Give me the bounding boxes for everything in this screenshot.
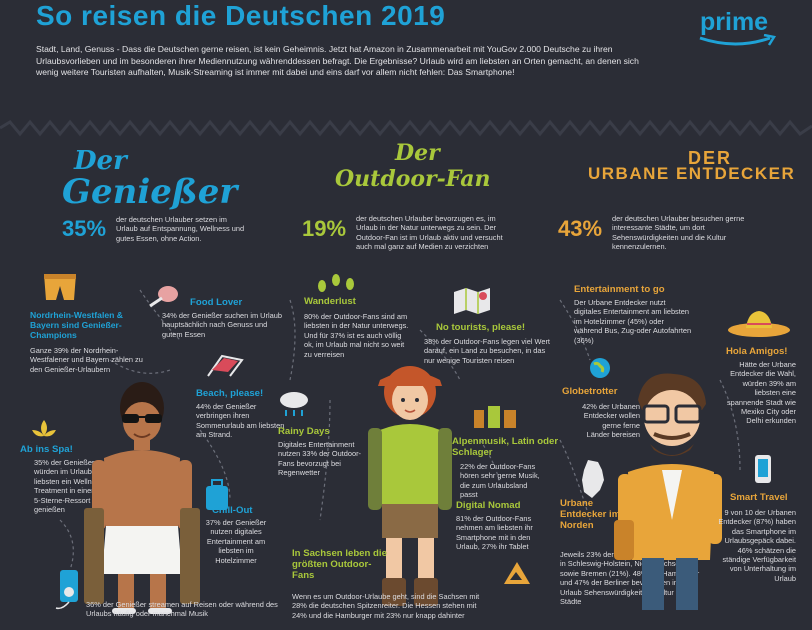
prime-logo-text: prime xyxy=(700,8,769,36)
digital-nomad-heading: Digital Nomad xyxy=(456,500,521,511)
outdoor-character xyxy=(368,366,452,606)
geniesser-character xyxy=(84,382,200,614)
smartphone-icon xyxy=(755,455,771,483)
chill-out-text: 37% der Genießer nutzen digitales Entert… xyxy=(205,518,267,565)
outdoor-pct: 19% xyxy=(302,216,347,241)
smart-travel-text: 9 von 10 der Urbanen Entdecker (87%) hab… xyxy=(718,508,796,583)
geniesser-pct-text: der deutschen Urlauber setzen im Urlaub … xyxy=(116,215,245,243)
intro-text: Stadt, Land, Genuss - Dass die Deutschen… xyxy=(36,44,639,78)
shorts-icon xyxy=(44,274,76,300)
geniesser-pct: 35% xyxy=(62,216,107,241)
mountain-sign-icon xyxy=(504,562,530,584)
ham-icon xyxy=(149,286,178,308)
food-lover-heading: Food Lover xyxy=(190,297,243,308)
map-icon xyxy=(454,288,490,314)
page-title: So reisen die Deutschen 2019 xyxy=(36,0,446,31)
no-tourists-text: 38% der Outdoor-Fans legen viel Wert dar… xyxy=(424,337,550,365)
rain-cloud-icon xyxy=(280,392,308,416)
urban-pct: 43% xyxy=(558,216,603,241)
nrw-text: Ganze 39% der Nordrhein-Westfalener und … xyxy=(30,346,143,374)
nrw-heading: Nordrhein-Westfalen & Bayern sind Genieß… xyxy=(30,310,123,340)
no-tourists-heading: No tourists, please! xyxy=(436,322,526,333)
globetrotter-text: 42% der Urbanen Entdecker wollen gerne f… xyxy=(582,402,640,440)
rainy-days-text: Digitales Entertainment nutzen 33% der O… xyxy=(278,440,361,478)
zigzag-divider xyxy=(0,119,812,137)
urban-header-der: DER xyxy=(688,148,733,168)
alpenmusik-heading: Alpenmusik, Latin oder Schlager xyxy=(452,436,559,458)
geniesser-header-der: Der xyxy=(74,146,127,176)
germany-map-icon xyxy=(582,460,604,498)
entertainment-heading: Entertainment to go xyxy=(574,284,665,295)
prime-logo: prime xyxy=(699,8,790,52)
digital-nomad-text: 81% der Outdoor-Fans nehmen am liebsten … xyxy=(456,514,533,552)
food-lover-text: 34% der Genießer suchen im Urlaub haupts… xyxy=(162,311,282,339)
urban-header-name: URBANE ENTDECKER xyxy=(588,164,796,183)
geniesser-header: Der Genießer xyxy=(62,146,237,210)
wanderlust-text: 80% der Outdoor-Fans sind am liebsten in… xyxy=(304,312,409,359)
norden-heading: Urbane Entdecker im Norden xyxy=(560,498,621,531)
smart-travel-heading: Smart Travel xyxy=(730,492,788,503)
music-player-icon xyxy=(55,570,78,610)
chill-out-heading: Chill-Out xyxy=(212,505,253,516)
sombrero-icon xyxy=(728,311,790,337)
hola-text: Hätte der Urbane Entdecker die Wahl, wür… xyxy=(726,360,796,426)
beach-text: 44% der Genießer verbringen ihren Sommer… xyxy=(196,402,285,440)
globe-icon xyxy=(590,358,610,378)
outdoor-header-der: Der xyxy=(395,140,440,166)
smile-arrow-icon xyxy=(699,34,777,46)
outdoor-pct-text: der deutschen Urlauber bevorzugen es, im… xyxy=(356,214,503,252)
alpenmusik-text: 22% der Outdoor-Fans hören sehr gerne Mu… xyxy=(460,462,540,500)
lotus-icon xyxy=(32,420,56,437)
urban-character xyxy=(614,373,722,610)
urban-pct-text: der deutschen Urlauber besuchen gerne in… xyxy=(612,214,745,252)
entertainment-text: Der Urbane Entdecker nutzt digitales Ent… xyxy=(574,298,692,345)
spa-heading: Ab ins Spa! xyxy=(20,444,73,455)
sachsen-text: Wenn es um Outdoor-Urlaube geht, sind di… xyxy=(292,592,480,620)
sachsen-heading: In Sachsen leben die größten Outdoor-Fan… xyxy=(292,548,387,581)
beach-heading: Beach, please! xyxy=(196,388,264,399)
outdoor-header-name: Outdoor-Fan xyxy=(335,166,491,192)
rainy-days-heading: Rainy Days xyxy=(278,426,330,437)
spa-text: 35% der Genießer würden im Urlaub am lie… xyxy=(34,458,106,515)
streaming-text: 36% der Genießer streamen auf Reisen ode… xyxy=(86,600,278,619)
beach-chair-icon xyxy=(207,354,244,377)
geniesser-header-name: Genießer xyxy=(62,172,238,212)
footprints-icon xyxy=(318,274,354,292)
wanderlust-heading: Wanderlust xyxy=(304,296,356,307)
globetrotter-heading: Globetrotter xyxy=(562,386,618,397)
hola-heading: Hola Amigos! xyxy=(726,346,788,357)
alphorn-icon xyxy=(474,406,516,428)
suitcase-icon xyxy=(206,479,228,510)
